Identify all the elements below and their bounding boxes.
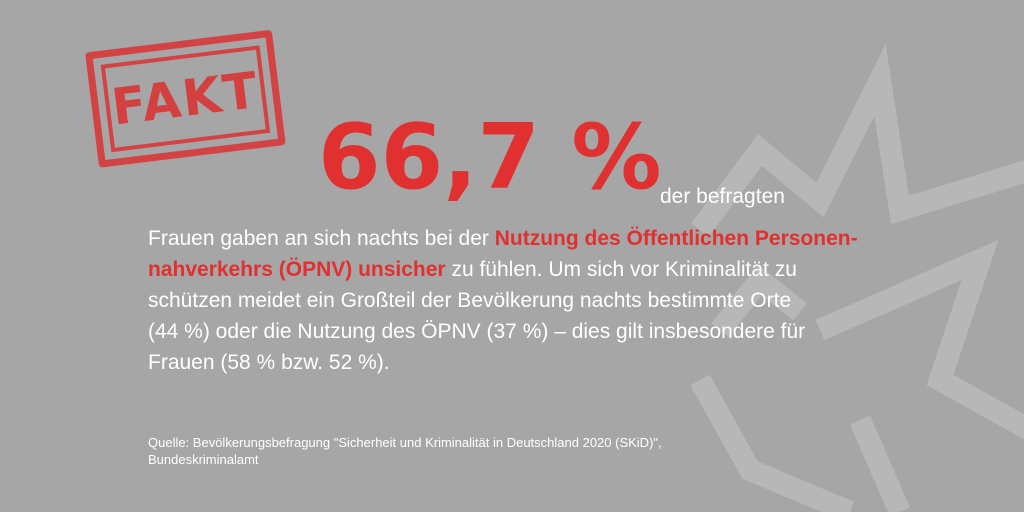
source-line-2: Bundeskriminalamt (148, 452, 259, 467)
body-line-2-suffix: zu fühlen. Um sich vor Kriminalität zu (445, 258, 797, 281)
headline-percentage: 66,7 % (318, 105, 662, 210)
source-line-1: Quelle: Bevölkerungsbefragung "Sicherhei… (148, 435, 662, 450)
source-citation: Quelle: Bevölkerungsbefragung "Sicherhei… (148, 434, 908, 468)
body-line-4: (44 %) oder die Nutzung des ÖPNV (37 %) … (148, 320, 806, 343)
body-line-2-highlight: nahverkehrs (ÖPNV) unsicher (148, 258, 446, 281)
body-paragraph: Frauen gaben an sich nachts bei der Nutz… (148, 223, 928, 378)
body-line-1: Frauen gaben an sich nachts bei der Nutz… (148, 223, 928, 254)
headline-lead-text: der befragten (660, 185, 785, 208)
body-line-1-prefix: Frauen gaben an sich nachts bei der (148, 227, 495, 250)
body-line-5: Frauen (58 % bzw. 52 %). (148, 351, 390, 374)
fakt-stamp: FAKT (85, 28, 299, 177)
body-line-1-highlight: Nutzung des Öffentlichen Personen- (494, 227, 858, 250)
body-line-2: nahverkehrs (ÖPNV) unsicher zu fühlen. U… (148, 254, 928, 285)
body-line-3: schützen meidet ein Großteil der Bevölke… (148, 289, 792, 312)
